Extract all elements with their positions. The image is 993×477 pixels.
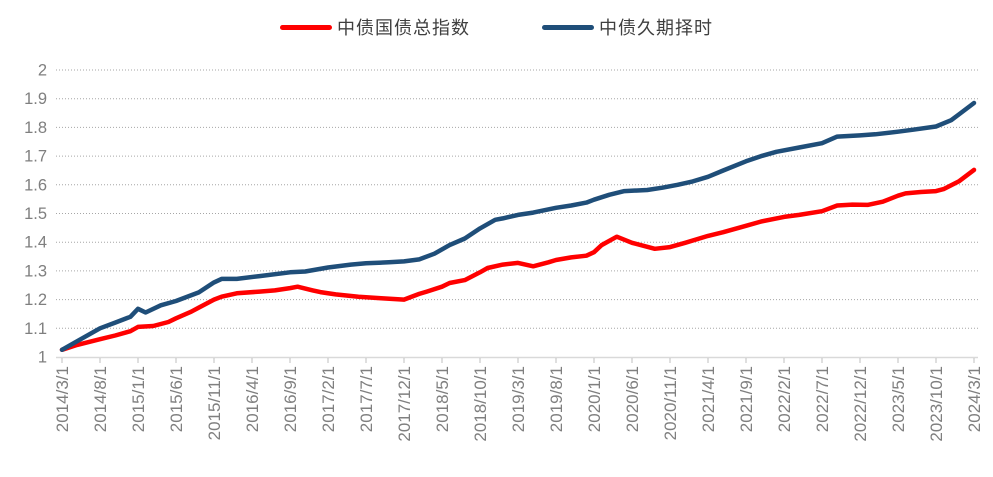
y-axis-tick-label: 1.6	[24, 176, 47, 194]
x-axis-tick-label: 2022/2/1	[775, 366, 794, 432]
x-axis-tick-label: 2015/6/1	[167, 366, 186, 432]
x-axis-tick-label: 2022/12/1	[851, 366, 870, 442]
x-axis-tick-label: 2021/9/1	[737, 366, 756, 432]
red-line-swatch-icon	[280, 24, 332, 30]
x-axis-tick-label: 2023/10/1	[927, 366, 946, 442]
x-axis-tick-label: 2024/3/1	[965, 366, 984, 432]
x-axis-tick-label: 2017/7/1	[357, 366, 376, 432]
y-axis-tick-label: 1.5	[24, 205, 47, 223]
y-axis-tick-label: 1.9	[24, 90, 47, 108]
y-axis-tick-label: 1.8	[24, 119, 47, 137]
legend: 中债国债总指数 中债久期择时	[0, 14, 993, 40]
x-axis-tick-label: 2018/10/1	[471, 366, 490, 442]
x-axis-tick-label: 2021/4/1	[699, 366, 718, 432]
legend-item-duration-timing: 中债久期择时	[542, 14, 713, 40]
x-axis-tick-label: 2019/8/1	[547, 366, 566, 432]
x-axis-tick-label: 2020/1/1	[585, 366, 604, 432]
x-axis-tick-label: 2016/4/1	[243, 366, 262, 432]
x-axis-tick-label: 2015/11/1	[205, 366, 224, 440]
x-axis-tick-label: 2014/3/1	[53, 366, 72, 432]
y-axis-tick-label: 2	[38, 62, 47, 80]
y-axis-tick-label: 1.4	[24, 234, 47, 252]
legend-label-duration-timing: 中债久期择时	[599, 18, 713, 38]
treasury-total-index-line	[59, 167, 977, 353]
x-axis-tick-label: 2017/2/1	[319, 366, 338, 432]
x-axis-tick-label: 2014/8/1	[91, 366, 110, 432]
y-axis-tick-label: 1.3	[24, 262, 47, 280]
x-axis-tick-label: 2017/12/1	[395, 366, 414, 442]
x-axis-tick-label: 2019/3/1	[509, 366, 528, 432]
duration-timing-line	[59, 100, 977, 353]
x-axis-tick-label: 2015/1/1	[129, 366, 148, 432]
y-axis-tick-label: 1.1	[24, 320, 47, 338]
x-axis-tick-label: 2023/5/1	[889, 366, 908, 432]
x-axis-tick-label: 2016/9/1	[281, 366, 300, 432]
blue-line-swatch-icon	[542, 24, 594, 30]
legend-label-treasury-total-index: 中债国债总指数	[337, 18, 470, 38]
x-axis-tick-label: 2018/5/1	[433, 366, 452, 432]
x-axis-tick-label: 2022/7/1	[813, 366, 832, 432]
legend-item-treasury-total-index: 中债国债总指数	[280, 14, 470, 40]
y-axis-tick-label: 1	[38, 349, 47, 367]
y-axis-tick-label: 1.2	[24, 291, 47, 309]
x-axis-tick-label: 2020/11/1	[661, 366, 680, 440]
y-axis-tick-label: 1.7	[24, 148, 47, 166]
x-axis-tick-label: 2020/6/1	[623, 366, 642, 432]
